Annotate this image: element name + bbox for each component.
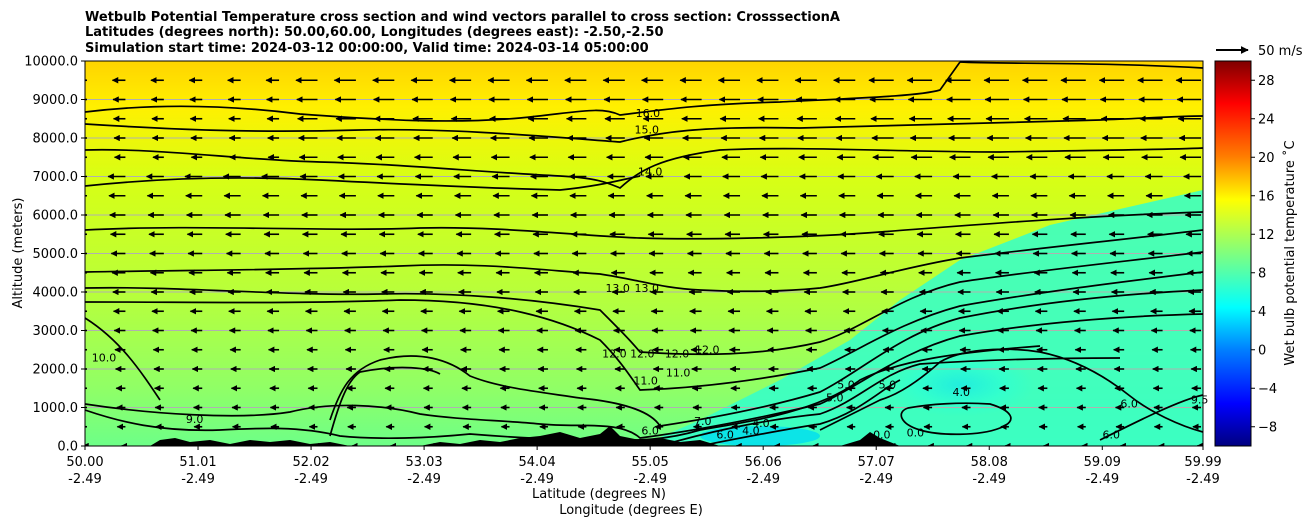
x-tick-label-lon: -2.49: [633, 472, 667, 487]
y-tick-label: 10000.0: [24, 55, 78, 70]
colorbar-tick-label: 8: [1258, 266, 1266, 281]
x-tick-label-lon: -2.49: [294, 472, 328, 487]
colorbar-tick-label: 24: [1258, 112, 1275, 127]
colorbar-tick-label: −4: [1258, 382, 1277, 397]
contour-14: [85, 147, 1203, 189]
contour-6: [699, 379, 1203, 446]
x-tick-label-lon: -2.49: [520, 472, 554, 487]
colorbar-tick-label: 16: [1258, 189, 1275, 204]
contour-label: 0.0: [907, 426, 925, 439]
y-tick-label: 3000.0: [33, 324, 79, 339]
x-axis-label-line-2: Longitude (degrees E): [559, 503, 703, 518]
contour-label: 4.0: [742, 424, 760, 437]
x-tick-label-lat: 54.04: [519, 455, 556, 470]
contour-13: [85, 211, 1203, 240]
contour-label: 12.0: [695, 344, 720, 357]
contour-label: 4.0: [953, 386, 971, 399]
quiver-key: 50 m/s: [1216, 44, 1303, 59]
contour-label: 13.0: [635, 282, 660, 295]
x-tick-label-lat: 58.08: [971, 455, 1008, 470]
chart-title-line-3: Simulation start time: 2024-03-12 00:00:…: [85, 41, 649, 56]
x-tick-label-lat: 59.99: [1184, 455, 1221, 470]
x-tick-label-lon: -2.49: [181, 472, 215, 487]
orography: [150, 426, 900, 446]
contour-4: [900, 402, 1012, 436]
contour-label: 0.0: [873, 428, 891, 441]
x-tick-label-lat: 57.07: [858, 455, 895, 470]
cold-pool-surface: [700, 426, 820, 446]
contour-label: 11.0: [666, 367, 691, 380]
contour-label: 12.0: [665, 347, 690, 360]
x-axis-label-line-1: Latitude (degrees N): [532, 487, 666, 502]
x-tick-label-lon: -2.49: [1085, 472, 1119, 487]
contour-label: 9.5: [1191, 394, 1209, 407]
colorbar-tick-label: 0: [1258, 343, 1266, 358]
colorbar-label: Wet bulb potential temperature ˚C: [1282, 140, 1298, 365]
colorbar-gradient: [1214, 60, 1252, 447]
contour-label: 7.0: [694, 415, 712, 428]
x-tick-label-lon: -2.49: [972, 472, 1006, 487]
contour-5: [819, 348, 1203, 433]
chart-title-line-2: Latitudes (degrees north): 50.00,60.00, …: [85, 25, 664, 40]
x-tick-label-lat: 59.09: [1084, 455, 1121, 470]
x-tick-label-lon: -2.49: [68, 472, 102, 487]
x-tick-label-lat: 55.05: [632, 455, 669, 470]
contour-label: 6.0: [641, 424, 659, 437]
contour-label: 5.0: [826, 392, 844, 405]
plot-area: [85, 61, 1203, 446]
contour-label: 12.0: [630, 347, 655, 360]
x-tick-label-lon: -2.49: [746, 472, 780, 487]
quiver-key-label: 50 m/s: [1258, 44, 1303, 59]
x-tick-label-lat: 50.00: [66, 455, 103, 470]
colorbar-tick-label: 28: [1258, 74, 1275, 89]
contour-label: 9.0: [552, 432, 570, 445]
y-tick-label: 9000.0: [33, 93, 79, 108]
y-tick-label: 7000.0: [33, 170, 79, 185]
y-tick-label: 6000.0: [33, 209, 79, 224]
y-tick-label: 5000.0: [33, 247, 79, 262]
contour-label: 5.0: [879, 378, 897, 391]
y-axis-label: Altitude (meters): [11, 198, 26, 309]
contour-label: 15.0: [635, 123, 660, 136]
y-tick-label: 0.0: [57, 440, 78, 455]
x-tick-label-lat: 53.03: [405, 455, 442, 470]
contour-label: 16.0: [636, 107, 661, 120]
y-tick-label: 4000.0: [33, 286, 79, 301]
colorbar-tick-label: 20: [1258, 151, 1275, 166]
contour-label: 6.0: [1102, 428, 1120, 441]
y-tick-label: 8000.0: [33, 132, 79, 147]
y-tick-label: 1000.0: [33, 401, 79, 416]
colorbar-tick-label: 12: [1258, 228, 1275, 243]
y-tick-label: 2000.0: [33, 363, 79, 378]
wind-vectors: [85, 77, 1203, 446]
chart-title-line-1: Wetbulb Potential Temperature cross sect…: [85, 10, 840, 25]
colorbar-tick-label: 4: [1258, 305, 1266, 320]
contour-label: 12.0: [602, 347, 627, 360]
contour-16-right: [959, 61, 1203, 69]
colorbar-tick-label: −8: [1258, 420, 1277, 435]
contour-13-lower: [85, 229, 1203, 293]
contour-label: 4.0: [752, 417, 770, 430]
colorbar: −8 −4 0 4 8 12 16 20 24 28 Wet bulb potential tem…: [1214, 60, 1298, 447]
x-tick-label-lat: 51.01: [179, 455, 216, 470]
contour-label: 6.0: [716, 428, 734, 441]
contour-12: [85, 251, 1203, 356]
contour-label: 13.0: [605, 282, 630, 295]
x-tick-label-lon: -2.49: [1186, 472, 1220, 487]
contour-label: 9.0: [186, 413, 204, 426]
x-tick-label-lat: 56.06: [745, 455, 782, 470]
contour-label: 10.0: [92, 351, 117, 364]
contour-11: [85, 271, 1203, 391]
x-tick-label-lat: 52.02: [292, 455, 329, 470]
contour-15: [85, 115, 1203, 143]
contour-label: 14.0: [638, 166, 663, 179]
contour-label: 6.0: [1120, 398, 1138, 411]
x-tick-label-lon: -2.49: [859, 472, 893, 487]
x-tick-label-lon: -2.49: [407, 472, 441, 487]
contour-label: 5.0: [837, 378, 855, 391]
contour-label: 11.0: [633, 374, 658, 387]
